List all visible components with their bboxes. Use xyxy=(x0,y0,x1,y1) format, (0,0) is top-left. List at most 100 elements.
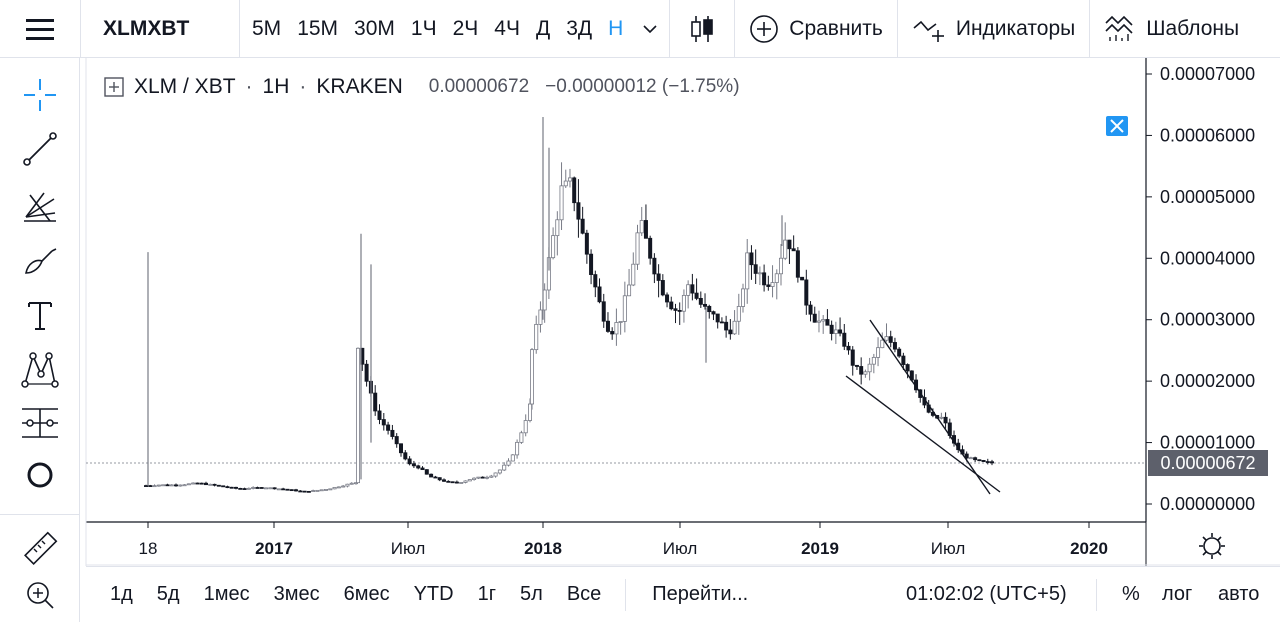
candle-body xyxy=(690,284,695,294)
legend-last-price: 0.00000672 xyxy=(428,76,530,97)
shape-tool[interactable] xyxy=(0,450,80,500)
menu-button[interactable] xyxy=(0,0,80,58)
range-1y[interactable]: 1г xyxy=(477,583,497,605)
candle-body xyxy=(152,485,157,488)
range-3m[interactable]: 3мес xyxy=(273,583,320,605)
gann-fib-tool[interactable] xyxy=(0,180,80,230)
candle-body xyxy=(778,257,783,275)
candle-body xyxy=(306,490,311,493)
candle-body xyxy=(148,485,153,487)
candle-body xyxy=(272,487,277,490)
candle-body xyxy=(905,364,910,372)
timezone-clock[interactable]: 01:02:02 (UTC+5) xyxy=(906,583,1067,605)
candle-body xyxy=(665,294,670,303)
user-trendline-upper[interactable] xyxy=(869,319,991,495)
candle-body xyxy=(212,483,217,486)
candle-body xyxy=(195,482,200,485)
candle-body xyxy=(229,486,234,489)
candle-body xyxy=(563,180,568,187)
chart-settings-button[interactable] xyxy=(1199,533,1225,559)
pattern-tool[interactable] xyxy=(0,344,80,394)
candle-body xyxy=(703,303,708,307)
percent-scale-toggle[interactable]: % xyxy=(1122,583,1140,605)
compare-button[interactable]: Сравнить xyxy=(735,0,897,58)
range-5d[interactable]: 5д xyxy=(156,583,180,605)
time-axis-label: 2017 xyxy=(255,539,293,558)
candle-body xyxy=(416,465,421,469)
candle-body xyxy=(203,482,208,486)
gear-icon xyxy=(1199,533,1225,559)
candle-body xyxy=(555,219,560,237)
range-1m[interactable]: 1мес xyxy=(203,583,250,605)
chart-type-button[interactable] xyxy=(670,0,734,58)
legend-symbol[interactable]: XLM / XBT xyxy=(134,75,236,98)
interval-week[interactable]: Н xyxy=(608,16,624,40)
measure-tool[interactable] xyxy=(0,398,80,448)
interval-3day[interactable]: 3Д xyxy=(566,16,593,40)
user-trendline-lower[interactable] xyxy=(845,375,1001,493)
candle-body xyxy=(349,482,354,485)
candle-body xyxy=(178,484,183,487)
candle-body xyxy=(821,319,826,322)
candle-body xyxy=(377,410,382,420)
interval-2h[interactable]: 2Ч xyxy=(452,16,479,40)
goto-date-button[interactable]: Перейти... xyxy=(652,583,749,605)
range-ytd[interactable]: YTD xyxy=(413,583,454,605)
log-scale-toggle[interactable]: лог xyxy=(1162,583,1193,605)
candle-body xyxy=(576,202,581,220)
candle-body xyxy=(584,232,589,255)
interval-30m[interactable]: 30М xyxy=(354,16,395,40)
candle-body xyxy=(191,482,196,485)
candle-body xyxy=(762,272,767,286)
range-all[interactable]: Все xyxy=(566,583,602,605)
symbol-search-button[interactable]: XLMXBT xyxy=(103,16,190,40)
range-6m[interactable]: 6мес xyxy=(343,583,390,605)
intervals-dropdown-button[interactable] xyxy=(631,0,669,58)
candle-body xyxy=(639,220,644,234)
ruler-tool[interactable] xyxy=(0,524,80,574)
collapse-legend-icon[interactable] xyxy=(104,77,124,97)
candle-body xyxy=(246,487,251,490)
candle-body xyxy=(407,458,412,465)
range-1d[interactable]: 1д xyxy=(110,583,133,605)
candle-body xyxy=(328,488,333,491)
candle-body xyxy=(719,321,724,324)
legend-separator: · xyxy=(299,75,307,98)
indicators-button[interactable]: Индикаторы xyxy=(898,0,1089,58)
candle-body xyxy=(825,319,830,326)
candle-body xyxy=(169,484,174,487)
templates-button[interactable]: Шаблоны xyxy=(1090,0,1253,58)
trendline-tool[interactable] xyxy=(0,124,80,174)
candle-body xyxy=(161,484,166,487)
price-axis[interactable]: 0.00007000 0.00006000 0.00005000 0.00004000… xyxy=(1146,64,1255,514)
time-axis[interactable]: 18 2017 Июл 2018 Июл 2019 Июл 2020 xyxy=(139,522,1108,558)
brush-icon xyxy=(25,248,57,274)
candle-body xyxy=(373,392,378,412)
candle-body xyxy=(186,483,191,486)
interval-4h[interactable]: 4Ч xyxy=(494,16,520,40)
brush-tool[interactable] xyxy=(0,236,80,286)
candle-body xyxy=(567,177,572,182)
price-axis-label: 0.00005000 xyxy=(1160,187,1255,207)
candle-body xyxy=(480,476,485,479)
range-5y[interactable]: 5л xyxy=(520,583,543,605)
candle-body xyxy=(528,403,533,421)
text-tool[interactable] xyxy=(0,290,80,340)
candle-body xyxy=(559,185,564,221)
interval-day[interactable]: Д xyxy=(535,16,551,40)
interval-15m[interactable]: 15М xyxy=(297,16,339,40)
zoom-tool[interactable] xyxy=(0,580,80,622)
time-axis-label: 2019 xyxy=(801,539,839,558)
scroll-to-realtime-button[interactable] xyxy=(1106,116,1128,136)
interval-5m[interactable]: 5М xyxy=(252,16,282,40)
candle-body xyxy=(715,313,720,323)
time-axis-label: Июл xyxy=(663,539,698,558)
auto-scale-toggle[interactable]: авто xyxy=(1218,583,1260,605)
candle-body xyxy=(319,489,324,492)
crosshair-tool[interactable] xyxy=(0,70,80,120)
ruler-icon xyxy=(24,531,58,565)
interval-1h[interactable]: 1Ч xyxy=(410,16,437,40)
candle-body xyxy=(463,480,468,483)
candle-body xyxy=(812,313,817,323)
